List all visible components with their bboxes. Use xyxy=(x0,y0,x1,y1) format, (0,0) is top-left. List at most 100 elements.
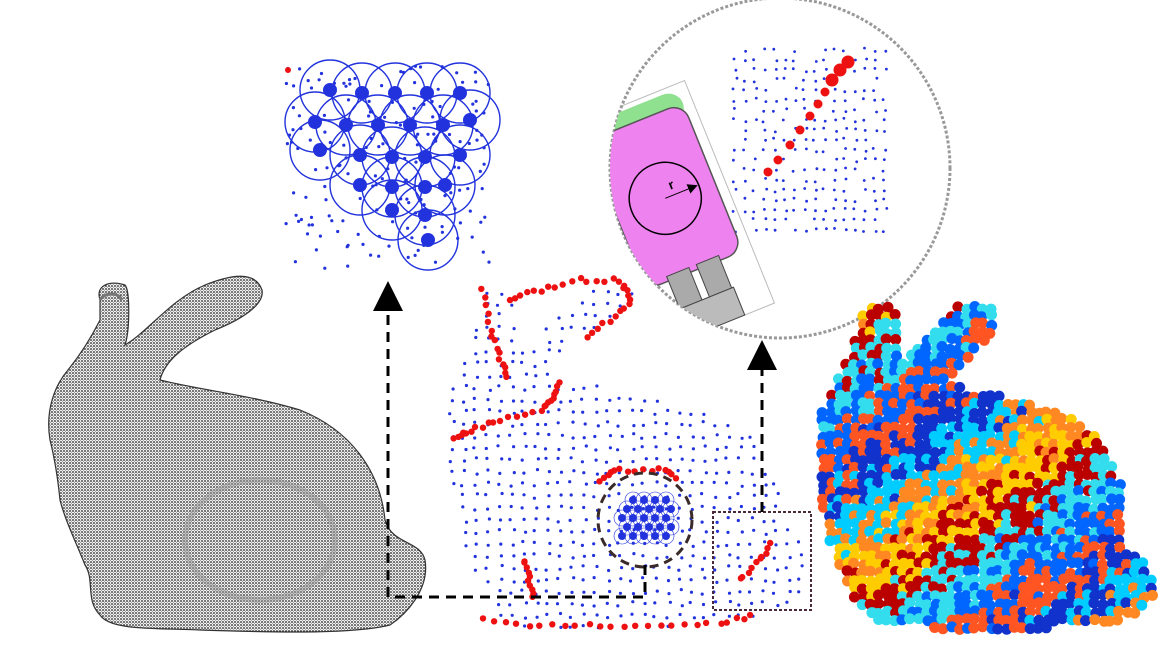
surface-point xyxy=(512,554,516,558)
segment-point xyxy=(890,334,902,345)
scatter-point xyxy=(309,215,314,219)
surface-point xyxy=(641,576,645,580)
segment-point xyxy=(896,533,908,545)
segment-point xyxy=(905,558,917,570)
surface-point xyxy=(715,447,720,451)
segment-point xyxy=(929,509,941,521)
surface-point xyxy=(875,110,878,114)
edge-point xyxy=(841,55,855,69)
surface-point xyxy=(883,130,886,133)
segment-point xyxy=(1041,550,1053,561)
scatter-point xyxy=(413,81,417,85)
segment-point xyxy=(873,430,885,442)
surface-point xyxy=(841,49,845,53)
surface-point xyxy=(701,420,705,424)
surface-point xyxy=(520,588,524,592)
surface-point xyxy=(854,228,857,232)
surface-point xyxy=(732,158,735,162)
surface-point xyxy=(762,520,766,524)
surface-point xyxy=(752,80,756,84)
edge-point xyxy=(450,435,457,442)
surface-point xyxy=(545,372,550,376)
surface-point xyxy=(884,148,888,152)
scatter-point xyxy=(327,214,331,218)
surface-point xyxy=(569,565,573,569)
scatter-point xyxy=(356,232,360,236)
surface-point xyxy=(475,492,479,496)
surface-point xyxy=(463,361,467,366)
scatter-point xyxy=(426,132,430,136)
surface-point xyxy=(631,567,635,571)
edge-point xyxy=(632,622,639,629)
disk-center xyxy=(438,178,452,192)
surface-point xyxy=(680,604,684,608)
surface-point xyxy=(462,468,466,473)
segment-point xyxy=(1000,615,1012,626)
surface-point xyxy=(760,600,764,604)
surface-point xyxy=(665,616,669,620)
edge-point xyxy=(611,467,618,474)
radius-label: r xyxy=(666,177,676,193)
surface-point xyxy=(736,456,741,460)
scatter-point xyxy=(399,70,403,74)
segment-point xyxy=(888,501,900,513)
surface-point xyxy=(727,435,732,439)
surface-point xyxy=(464,530,468,535)
edge-point xyxy=(621,623,628,630)
segment-point xyxy=(872,477,884,489)
surface-point xyxy=(791,59,795,63)
segment-point xyxy=(889,526,901,538)
segment-point xyxy=(993,390,1005,402)
segment-point xyxy=(978,334,990,346)
surface-point xyxy=(752,210,756,214)
surface-point xyxy=(632,432,636,436)
surface-point xyxy=(772,482,776,486)
surface-point xyxy=(666,408,670,412)
surface-point xyxy=(862,179,866,182)
surface-point xyxy=(520,506,524,510)
scatter-point xyxy=(336,229,340,234)
segment-point xyxy=(864,398,876,410)
surface-point xyxy=(487,408,492,412)
surface-point xyxy=(732,148,736,152)
surface-point xyxy=(764,88,768,92)
scatter-point xyxy=(383,115,387,119)
surface-point xyxy=(738,590,742,594)
surface-point xyxy=(545,602,549,606)
edge-point xyxy=(668,471,675,478)
segment-point xyxy=(904,478,916,490)
scatter-point xyxy=(305,232,310,236)
surface-point xyxy=(654,576,658,580)
surface-point xyxy=(654,421,658,425)
surface-point xyxy=(715,433,719,437)
surface-point xyxy=(821,187,825,191)
surface-point xyxy=(536,601,540,605)
surface-point xyxy=(595,564,599,569)
scatter-point xyxy=(308,138,312,142)
surface-point xyxy=(853,167,857,171)
segment-point xyxy=(1080,606,1092,618)
segment-point xyxy=(960,437,972,449)
segment-point xyxy=(858,485,870,497)
surface-point xyxy=(571,446,576,450)
surface-point xyxy=(584,518,588,522)
surface-point xyxy=(703,576,707,580)
segment-point xyxy=(968,565,980,576)
edge-point xyxy=(763,550,770,557)
segment-point xyxy=(930,437,941,449)
segment-point xyxy=(1032,517,1044,529)
surface-point xyxy=(782,138,786,142)
surface-point xyxy=(833,87,837,91)
surface-point xyxy=(761,589,765,593)
surface-point xyxy=(752,483,757,487)
segment-point xyxy=(1058,573,1070,585)
scatter-point xyxy=(481,250,485,254)
surface-point xyxy=(774,148,777,152)
surface-point xyxy=(743,79,746,83)
segment-point xyxy=(1048,453,1060,465)
segment-point xyxy=(968,622,980,634)
surface-point xyxy=(750,472,754,476)
segment-point xyxy=(937,558,949,570)
segment-point xyxy=(824,518,836,530)
surface-point xyxy=(680,529,685,533)
